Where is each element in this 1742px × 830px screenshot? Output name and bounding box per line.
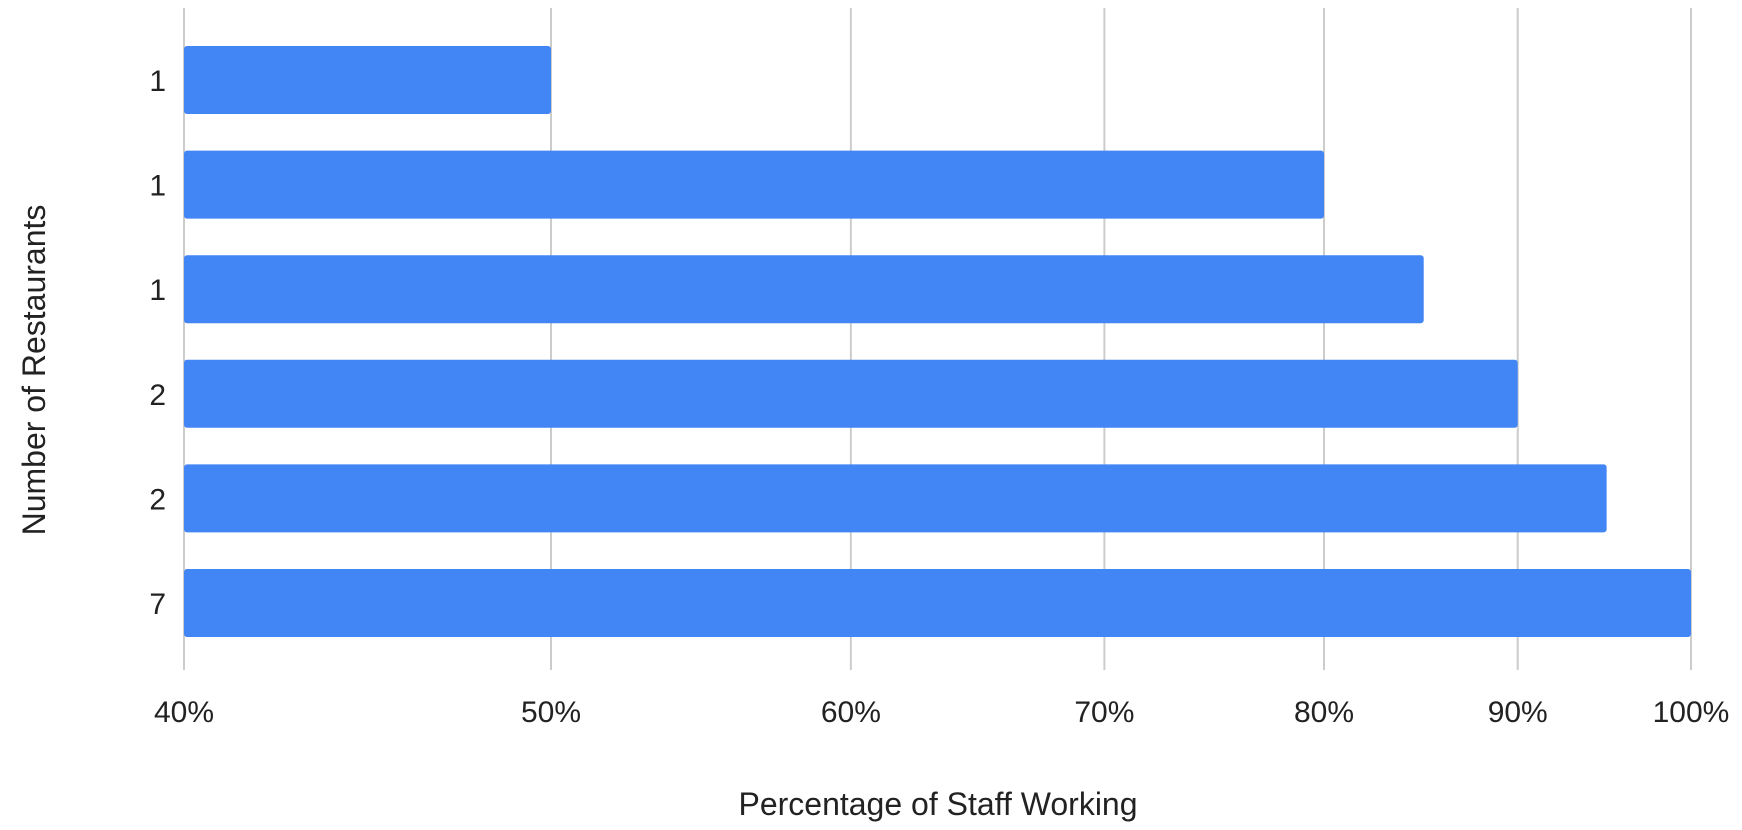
- bar: [184, 464, 1607, 533]
- y-tick-label: 2: [149, 379, 166, 412]
- y-tick-label: 1: [149, 170, 166, 203]
- bar: [184, 255, 1424, 324]
- y-tick-label: 1: [149, 65, 166, 98]
- y-tick-label: 1: [149, 274, 166, 307]
- x-tick-label: 80%: [1294, 696, 1354, 729]
- y-tick-label: 2: [149, 483, 166, 516]
- bars: [184, 46, 1691, 637]
- x-tick-label: 100%: [1653, 696, 1730, 729]
- x-tick-labels: 40% 50% 60% 70% 80% 90% 100%: [154, 696, 1729, 729]
- y-tick-label: 7: [149, 588, 166, 621]
- x-tick-label: 60%: [821, 696, 881, 729]
- y-axis-title: Number of Restaurants: [16, 205, 52, 536]
- x-tick-label: 90%: [1488, 696, 1548, 729]
- x-axis-title: Percentage of Staff Working: [738, 786, 1137, 822]
- x-tick-label: 50%: [521, 696, 581, 729]
- bar: [184, 569, 1691, 637]
- bar: [184, 359, 1518, 428]
- gridlines: [183, 8, 1692, 670]
- x-tick-label: 40%: [154, 696, 214, 729]
- bar: [184, 150, 1325, 219]
- x-tick-label: 70%: [1074, 696, 1134, 729]
- bar: [184, 46, 551, 114]
- y-tick-labels: 1 1 1 2 2 7: [149, 65, 166, 621]
